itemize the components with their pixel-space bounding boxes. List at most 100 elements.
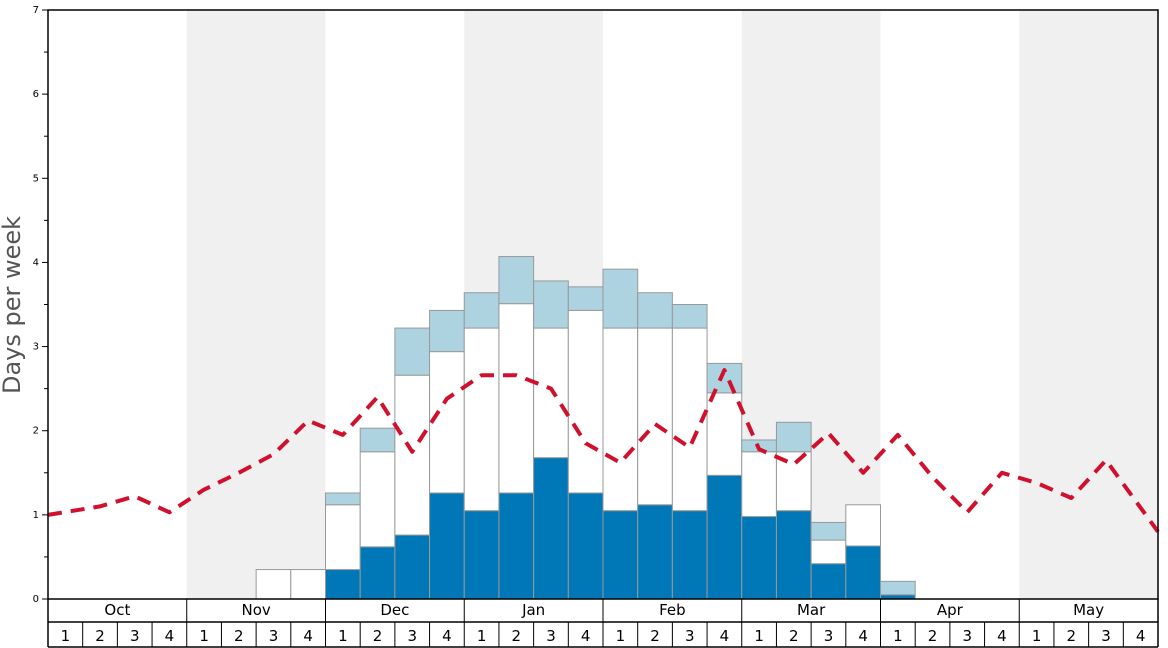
month-label-mar: Mar [797,601,826,619]
week-label: 4 [997,627,1007,645]
week-label: 2 [512,627,522,645]
bar-dark-blue-week-11 [394,534,431,600]
week-label: 2 [789,627,799,645]
bar-white-week-14 [498,303,535,494]
bar-light-blue-week-17 [602,268,639,329]
bar-light-blue-week-10 [359,427,396,453]
bar-light-blue-week-22 [775,421,812,453]
bar-white-week-13 [463,327,500,512]
bar-light-blue-week-15 [533,280,569,329]
bar-light-blue-week-13 [463,292,500,329]
bar-white-week-11 [394,374,431,536]
week-label: 1 [754,627,764,645]
month-shade-may [1019,10,1158,599]
y-tick-label: 2 [33,426,39,437]
week-label: 1 [893,627,903,645]
week-label: 2 [650,627,660,645]
bar-light-blue-week-9 [325,492,361,506]
bar-white-week-7 [255,569,292,600]
week-label: 3 [546,627,556,645]
week-label: 1 [338,627,348,645]
week-label: 1 [477,627,487,645]
bar-light-blue-week-11 [394,327,431,376]
bar-light-blue-week-20 [706,362,743,394]
week-label: 2 [95,627,105,645]
y-tick-label: 6 [33,89,39,100]
bar-light-blue-week-12 [429,309,465,353]
week-label: 1 [1032,627,1042,645]
week-label: 1 [199,627,209,645]
bar-dark-blue-week-9 [325,569,361,600]
bar-white-week-22 [775,451,812,512]
bar-white-week-10 [359,451,396,548]
week-label: 4 [720,627,730,645]
bar-white-week-8 [290,569,326,600]
bar-light-blue-week-23 [810,521,847,541]
y-axis: 0 1 2 3 4 5 6 7 [33,5,48,605]
bar-light-blue-week-16 [567,286,604,311]
bar-dark-blue-week-17 [602,510,639,600]
week-label: 4 [858,627,868,645]
bar-white-week-9 [325,504,361,571]
week-label: 3 [269,627,279,645]
average-line [47,368,1160,533]
week-label: 3 [407,627,417,645]
bar-dark-blue-week-15 [533,457,569,600]
y-tick-label: 5 [33,173,39,184]
x-axis: Oct 1 2 3 4 Nov 1 2 3 4 Dec 1 2 3 4 Jan 1 2 3 4 Feb 1 2 3 4 Mar 1 2… [47,599,1159,648]
bar-light-blue-week-19 [671,304,708,329]
bar-dark-blue-week-21 [741,516,777,600]
y-tick-label: 4 [33,257,39,268]
week-label: 3 [130,627,140,645]
month-label-oct: Oct [104,601,130,619]
bar-dark-blue-week-16 [567,492,604,600]
week-label: 1 [61,627,71,645]
bar-dark-blue-week-23 [810,563,847,600]
month-label-apr: Apr [937,601,964,619]
week-label: 2 [1067,627,1077,645]
y-tick-label: 1 [33,510,39,521]
month-label-dec: Dec [380,601,409,619]
average-line-group [47,368,1160,533]
week-label: 4 [442,627,452,645]
bar-dark-blue-week-13 [463,510,500,600]
bar-white-week-24 [845,504,881,547]
week-label: 4 [303,627,313,645]
bar-white-week-17 [602,327,639,512]
week-label: 4 [1136,627,1146,645]
month-label-may: May [1073,601,1104,619]
bar-dark-blue-week-22 [775,510,812,600]
y-tick-label: 0 [33,594,39,605]
week-label: 3 [824,627,834,645]
bar-dark-blue-week-14 [498,492,535,600]
bar-dark-blue-week-10 [359,546,396,600]
bar-dark-blue-week-19 [671,510,708,600]
week-label: 2 [373,627,383,645]
week-label: 4 [165,627,175,645]
bar-light-blue-week-14 [498,256,535,305]
week-label: 2 [928,627,938,645]
bar-light-blue-week-18 [637,292,673,329]
bar-white-week-18 [637,327,673,506]
week-label: 3 [685,627,695,645]
bars [255,256,916,600]
week-label: 3 [962,627,972,645]
bar-white-week-23 [810,539,847,565]
month-shade-nov [186,10,326,599]
bar-white-week-20 [706,392,743,476]
bar-white-week-12 [429,351,465,494]
week-label: 1 [616,627,626,645]
week-label: 3 [1101,627,1111,645]
bar-dark-blue-week-12 [429,492,465,600]
bar-white-week-15 [533,327,569,459]
bar-white-week-16 [567,309,604,494]
bar-dark-blue-week-24 [845,545,881,600]
bar-dark-blue-week-20 [706,474,743,600]
bar-dark-blue-week-18 [637,504,673,600]
y-tick-label: 7 [33,5,39,16]
bar-white-week-21 [741,451,777,518]
month-label-jan: Jan [521,601,545,619]
y-axis-label: Days per week [0,216,26,394]
week-label: 2 [234,627,244,645]
